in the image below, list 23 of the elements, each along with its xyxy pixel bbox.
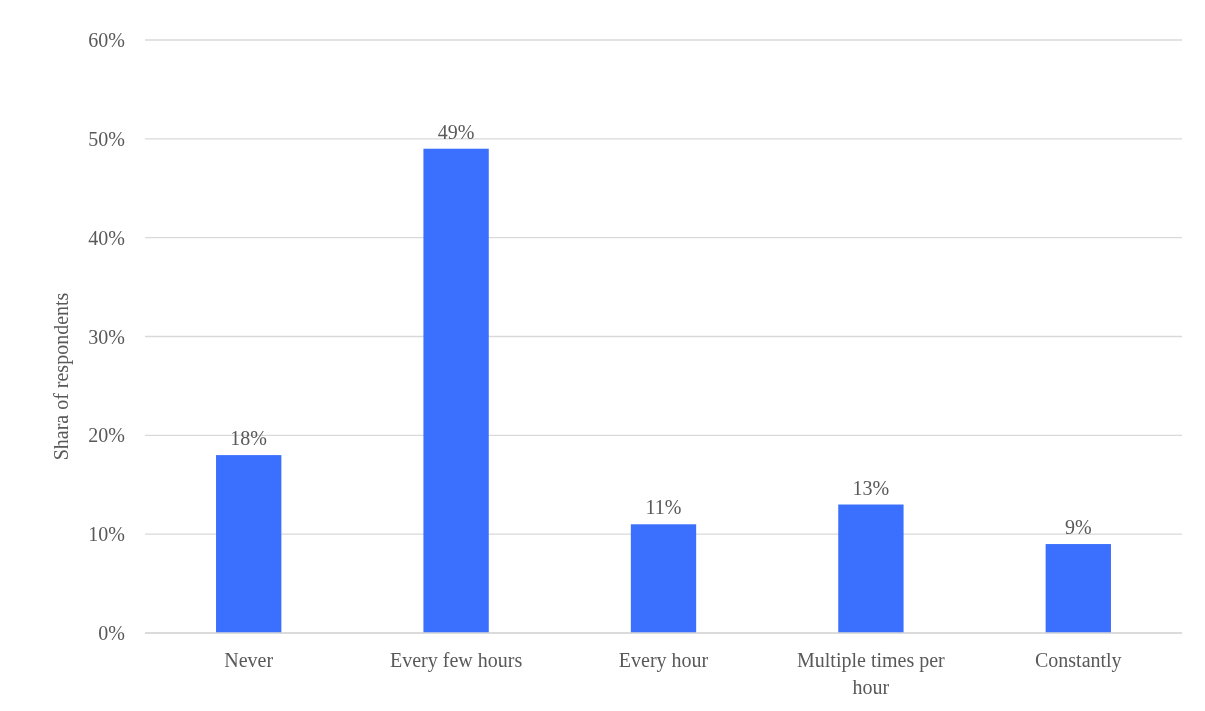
y-tick-label: 0%: [98, 622, 125, 644]
bar: [423, 148, 489, 633]
y-tick-label: 20%: [88, 424, 125, 447]
bar: [838, 504, 904, 633]
x-tick-label: Multiple times per hour: [797, 649, 946, 698]
bar: [216, 455, 282, 633]
y-tick-label: 50%: [88, 127, 125, 150]
data-label: 11%: [645, 496, 682, 519]
y-tick-label: 40%: [88, 226, 125, 249]
x-tick-label: Every hour: [618, 649, 709, 672]
y-tick-label: 10%: [88, 523, 125, 546]
bar: [1045, 544, 1111, 633]
data-label: 49%: [437, 120, 475, 143]
bar: [630, 524, 697, 633]
x-tick-label: Constantly: [1034, 649, 1122, 672]
data-label: 9%: [1064, 516, 1092, 539]
y-tick-label: 60%: [88, 29, 125, 51]
y-tick-label: 30%: [88, 325, 125, 348]
x-tick-label: Every few hours: [390, 649, 523, 672]
data-label: 18%: [230, 427, 268, 450]
data-label: 13%: [852, 476, 890, 499]
y-axis-title: Shara of respondents: [50, 292, 73, 461]
x-tick-label: Never: [224, 649, 274, 671]
